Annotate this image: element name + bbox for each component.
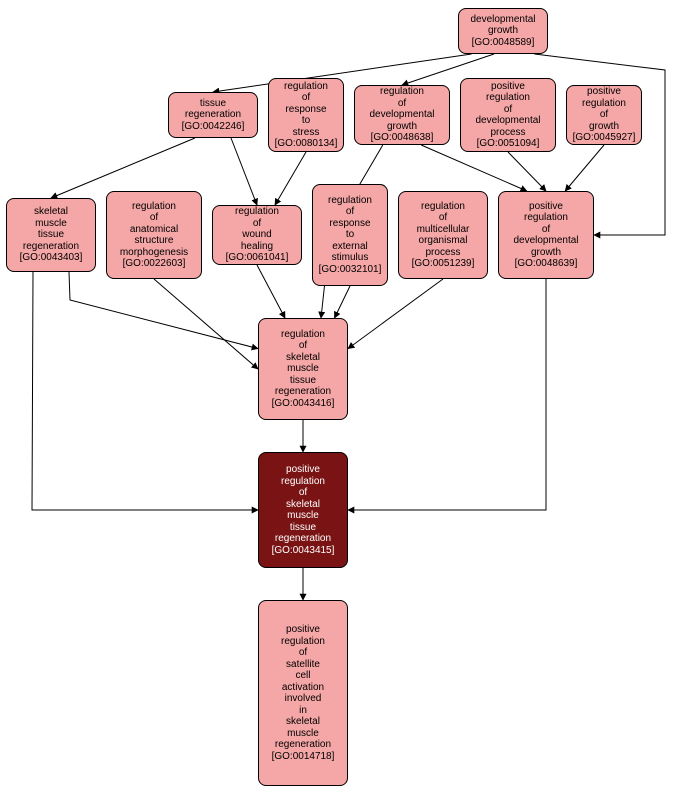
node-pos_reg_dev_gr: positive regulation of developmental gro…	[498, 191, 594, 279]
edge	[348, 279, 546, 510]
node-label: positive regulation of developmental gro…	[513, 201, 578, 270]
node-dev_growth: developmental growth [GO:0048589]	[458, 8, 548, 54]
edge	[508, 152, 546, 191]
node-label: regulation of response to external stimu…	[319, 195, 382, 276]
node-label: positive regulation of developmental pro…	[475, 81, 540, 150]
edge	[275, 152, 306, 205]
edge	[348, 279, 443, 349]
edge	[32, 272, 258, 510]
edge	[257, 265, 285, 318]
node-label: positive regulation of satellite cell ac…	[272, 624, 335, 762]
node-reg_anat_morph: regulation of anatomical structure morph…	[106, 191, 202, 279]
node-skel_musc_regen: skeletal muscle tissue regeneration [GO:…	[6, 198, 96, 272]
edge	[335, 286, 351, 318]
node-label: positive regulation of skeletal muscle t…	[272, 464, 335, 556]
node-label: positive regulation of growth [GO:004592…	[573, 86, 636, 144]
node-reg_skel_regen: regulation of skeletal muscle tissue reg…	[258, 318, 348, 420]
node-pos_reg_sat: positive regulation of satellite cell ac…	[258, 600, 348, 786]
edge	[231, 138, 257, 205]
node-label: regulation of anatomical structure morph…	[120, 201, 188, 270]
node-reg_wound_heal: regulation of wound healing [GO:0061041]	[212, 205, 302, 265]
node-reg_dev_growth: regulation of developmental growth [GO:0…	[354, 85, 450, 145]
node-label: skeletal muscle tissue regeneration [GO:…	[20, 206, 83, 264]
edge	[565, 145, 604, 191]
node-reg_resp_ext: regulation of response to external stimu…	[312, 184, 388, 286]
node-label: regulation of multicellular organismal p…	[412, 201, 475, 270]
node-reg_multi_org: regulation of multicellular organismal p…	[398, 191, 488, 279]
node-pos_reg_growth: positive regulation of growth [GO:004592…	[566, 85, 642, 145]
node-label: regulation of skeletal muscle tissue reg…	[272, 329, 335, 410]
node-reg_resp_stress: regulation of response to stress [GO:008…	[268, 78, 344, 152]
node-tissue_regen: tissue regeneration [GO:0042246]	[168, 92, 258, 138]
node-label: developmental growth [GO:0048589]	[470, 14, 535, 49]
edge	[51, 138, 195, 198]
node-label: regulation of wound healing [GO:0061041]	[226, 206, 289, 264]
node-label: regulation of developmental growth [GO:0…	[369, 86, 434, 144]
node-label: regulation of response to stress [GO:008…	[275, 81, 338, 150]
node-pos_reg_skel: positive regulation of skeletal muscle t…	[258, 452, 348, 568]
edge	[69, 272, 258, 349]
node-pos_reg_dev_proc: positive regulation of developmental pro…	[460, 78, 556, 152]
node-label: tissue regeneration [GO:0042246]	[182, 98, 245, 133]
edge	[154, 279, 258, 369]
